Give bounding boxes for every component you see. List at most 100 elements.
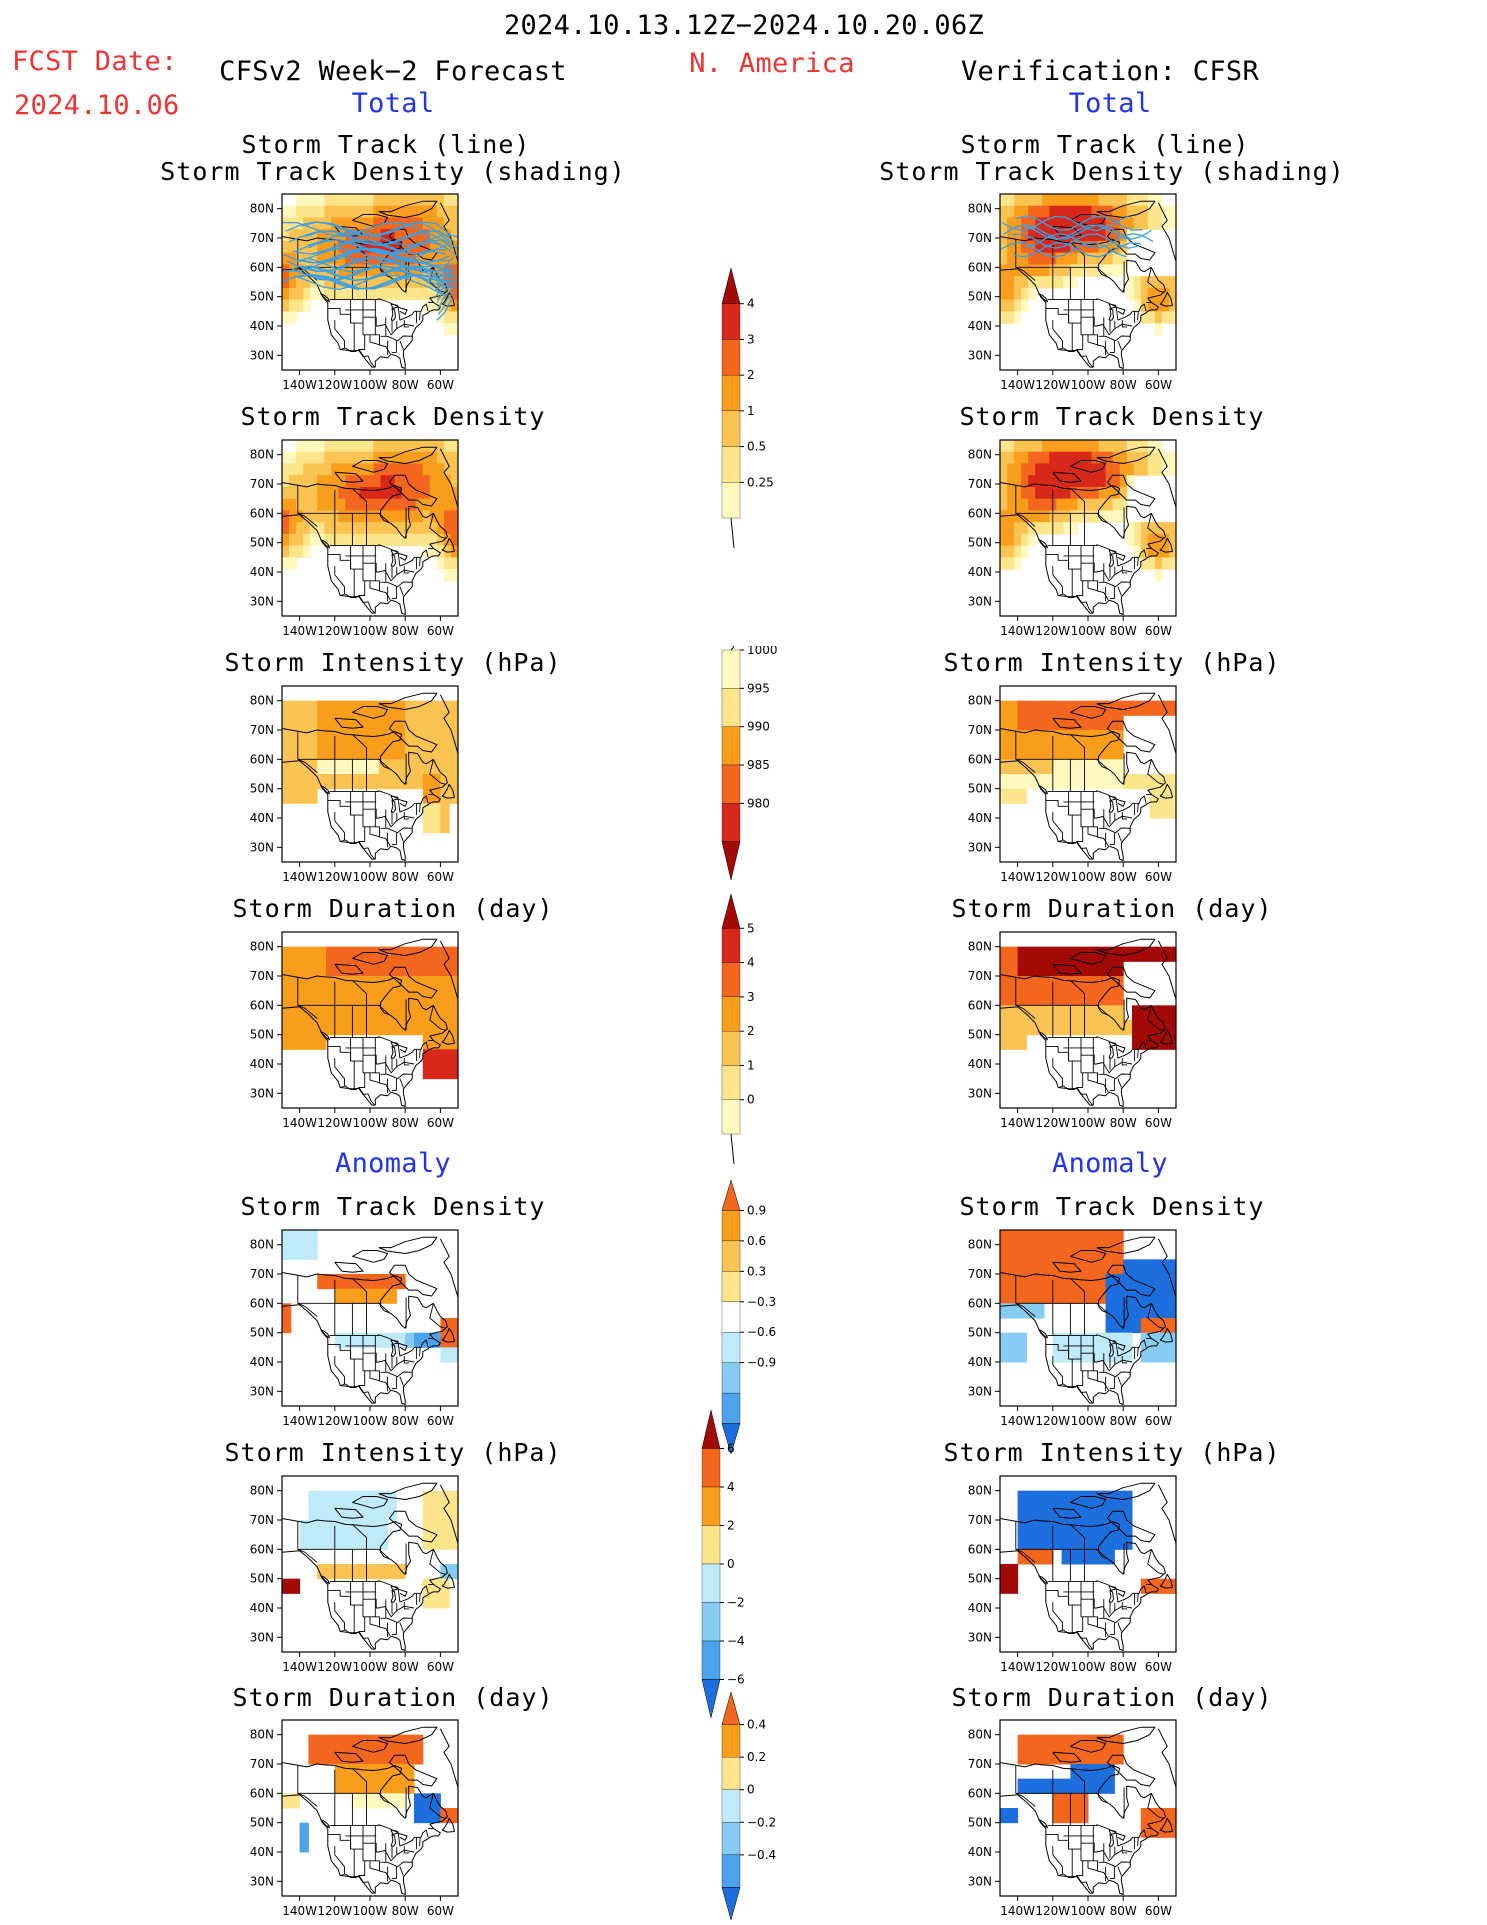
svg-text:1: 1 xyxy=(747,404,755,418)
svg-text:−0.4: −0.4 xyxy=(747,1848,776,1862)
svg-text:80W: 80W xyxy=(392,378,419,392)
svg-text:60N: 60N xyxy=(968,260,992,274)
svg-text:30N: 30N xyxy=(250,1630,274,1644)
svg-text:70N: 70N xyxy=(968,1513,992,1527)
svg-text:0.9: 0.9 xyxy=(747,1203,766,1217)
svg-text:4: 4 xyxy=(727,1480,735,1494)
svg-text:120W: 120W xyxy=(317,1904,352,1918)
map-forecast-duration: 80N 70N 60N 50N 40N 30N 140W 120W 100W 80W 60W xyxy=(250,931,459,1130)
map-forecast-density: 80N 70N 60N 50N 40N 30N 140W 120W 100W 80W 60W xyxy=(250,439,459,638)
svg-text:70N: 70N xyxy=(968,969,992,983)
left-anom-duration-title: Storm Duration (day) xyxy=(232,1683,554,1712)
fcst-date-label: FCST Date: xyxy=(12,46,178,77)
svg-text:80N: 80N xyxy=(968,448,992,462)
svg-text:0: 0 xyxy=(747,1783,755,1797)
svg-text:80W: 80W xyxy=(392,1116,419,1130)
right-density-title: Storm Track Density xyxy=(959,402,1265,431)
right-anom-density-title: Storm Track Density xyxy=(959,1192,1265,1221)
svg-text:140W: 140W xyxy=(282,1904,317,1918)
svg-text:0.25: 0.25 xyxy=(747,475,774,489)
svg-text:60N: 60N xyxy=(250,1786,274,1800)
map-verification-intensity: 80N 70N 60N 50N 40N 30N 140W 120W 100W 80W 60W xyxy=(968,685,1177,884)
svg-text:70N: 70N xyxy=(968,477,992,491)
svg-text:80N: 80N xyxy=(250,202,274,216)
svg-text:140W: 140W xyxy=(1000,870,1035,884)
svg-text:−6: −6 xyxy=(727,1673,745,1687)
svg-text:60W: 60W xyxy=(427,1904,454,1918)
svg-text:50N: 50N xyxy=(968,1028,992,1042)
svg-text:100W: 100W xyxy=(353,1904,388,1918)
svg-text:70N: 70N xyxy=(250,1757,274,1771)
colorbar-density-total: 4 3 2 1 0.5 0.25 xyxy=(721,267,774,549)
svg-text:80W: 80W xyxy=(1110,870,1137,884)
svg-text:60W: 60W xyxy=(427,378,454,392)
svg-text:40N: 40N xyxy=(968,565,992,579)
svg-text:120W: 120W xyxy=(1035,1904,1070,1918)
map-verification-track: 80N 70N 60N 50N 40N 30N 140W 120W 100W 80W 60W xyxy=(968,193,1177,392)
svg-text:120W: 120W xyxy=(317,624,352,638)
svg-text:60W: 60W xyxy=(427,870,454,884)
svg-text:100W: 100W xyxy=(1071,1116,1106,1130)
svg-text:0.6: 0.6 xyxy=(747,1234,766,1248)
map-forecast-track: 80N 70N 60N 50N 40N 30N 140W 120W 100W 80W 60W xyxy=(250,193,459,392)
svg-text:50N: 50N xyxy=(250,536,274,550)
svg-text:140W: 140W xyxy=(282,870,317,884)
map-forecast-intensity: 80N 70N 60N 50N 40N 30N 140W 120W 100W 80W 60W xyxy=(250,685,459,884)
svg-text:60N: 60N xyxy=(968,506,992,520)
svg-text:40N: 40N xyxy=(968,319,992,333)
svg-text:140W: 140W xyxy=(282,1116,317,1130)
svg-text:30N: 30N xyxy=(968,594,992,608)
svg-text:30N: 30N xyxy=(968,1086,992,1100)
svg-text:50N: 50N xyxy=(968,1326,992,1340)
svg-text:80N: 80N xyxy=(968,694,992,708)
svg-text:60N: 60N xyxy=(250,1542,274,1556)
svg-text:70N: 70N xyxy=(968,1757,992,1771)
svg-text:120W: 120W xyxy=(317,1660,352,1674)
svg-text:70N: 70N xyxy=(250,969,274,983)
svg-text:2: 2 xyxy=(747,1024,755,1038)
svg-text:40N: 40N xyxy=(250,319,274,333)
svg-text:40N: 40N xyxy=(250,811,274,825)
svg-text:80W: 80W xyxy=(1110,1414,1137,1428)
svg-text:40N: 40N xyxy=(250,1355,274,1369)
map-verification-intensity-anomaly: 80N 70N 60N 50N 40N 30N 140W 120W 100W 80W 60W xyxy=(968,1475,1177,1674)
svg-text:80W: 80W xyxy=(1110,378,1137,392)
svg-text:60W: 60W xyxy=(1145,870,1172,884)
colorbar-duration-total: 5 4 3 2 1 0 xyxy=(721,893,755,1165)
svg-text:60N: 60N xyxy=(968,1296,992,1310)
map-forecast-duration-anomaly: 80N 70N 60N 50N 40N 30N 140W 120W 100W 80W 60W xyxy=(250,1719,459,1918)
svg-text:140W: 140W xyxy=(282,1414,317,1428)
svg-text:50N: 50N xyxy=(250,1816,274,1830)
svg-text:985: 985 xyxy=(747,758,770,772)
svg-text:100W: 100W xyxy=(1071,378,1106,392)
svg-text:140W: 140W xyxy=(282,1660,317,1674)
svg-text:50N: 50N xyxy=(250,290,274,304)
svg-text:−0.9: −0.9 xyxy=(747,1356,776,1370)
svg-text:100W: 100W xyxy=(353,378,388,392)
svg-text:140W: 140W xyxy=(282,624,317,638)
svg-text:120W: 120W xyxy=(317,870,352,884)
svg-text:60W: 60W xyxy=(1145,624,1172,638)
svg-text:80N: 80N xyxy=(968,940,992,954)
svg-text:80N: 80N xyxy=(968,1238,992,1252)
left-track-line-title: Storm Track (line) xyxy=(241,130,531,159)
anomaly-left-title: Anomaly xyxy=(335,1148,451,1179)
svg-text:60W: 60W xyxy=(1145,1116,1172,1130)
colorbar-density-anomaly: 0.9 0.6 0.3 −0.3 −0.6 −0.9 xyxy=(721,1179,776,1455)
svg-text:140W: 140W xyxy=(1000,1660,1035,1674)
total-left-title: Total xyxy=(351,88,435,119)
svg-text:1000: 1000 xyxy=(747,646,778,657)
svg-text:80N: 80N xyxy=(968,202,992,216)
svg-text:100W: 100W xyxy=(353,1660,388,1674)
svg-text:100W: 100W xyxy=(1071,1660,1106,1674)
svg-text:60N: 60N xyxy=(250,1296,274,1310)
svg-text:50N: 50N xyxy=(968,1572,992,1586)
svg-text:40N: 40N xyxy=(250,1057,274,1071)
svg-text:100W: 100W xyxy=(353,1116,388,1130)
svg-text:120W: 120W xyxy=(1035,1414,1070,1428)
svg-text:40N: 40N xyxy=(968,1845,992,1859)
region-title: N. America xyxy=(689,48,855,79)
svg-text:50N: 50N xyxy=(968,290,992,304)
svg-text:140W: 140W xyxy=(1000,378,1035,392)
colorbar-intensity-total: 1000 995 990 985 980 xyxy=(721,646,778,881)
